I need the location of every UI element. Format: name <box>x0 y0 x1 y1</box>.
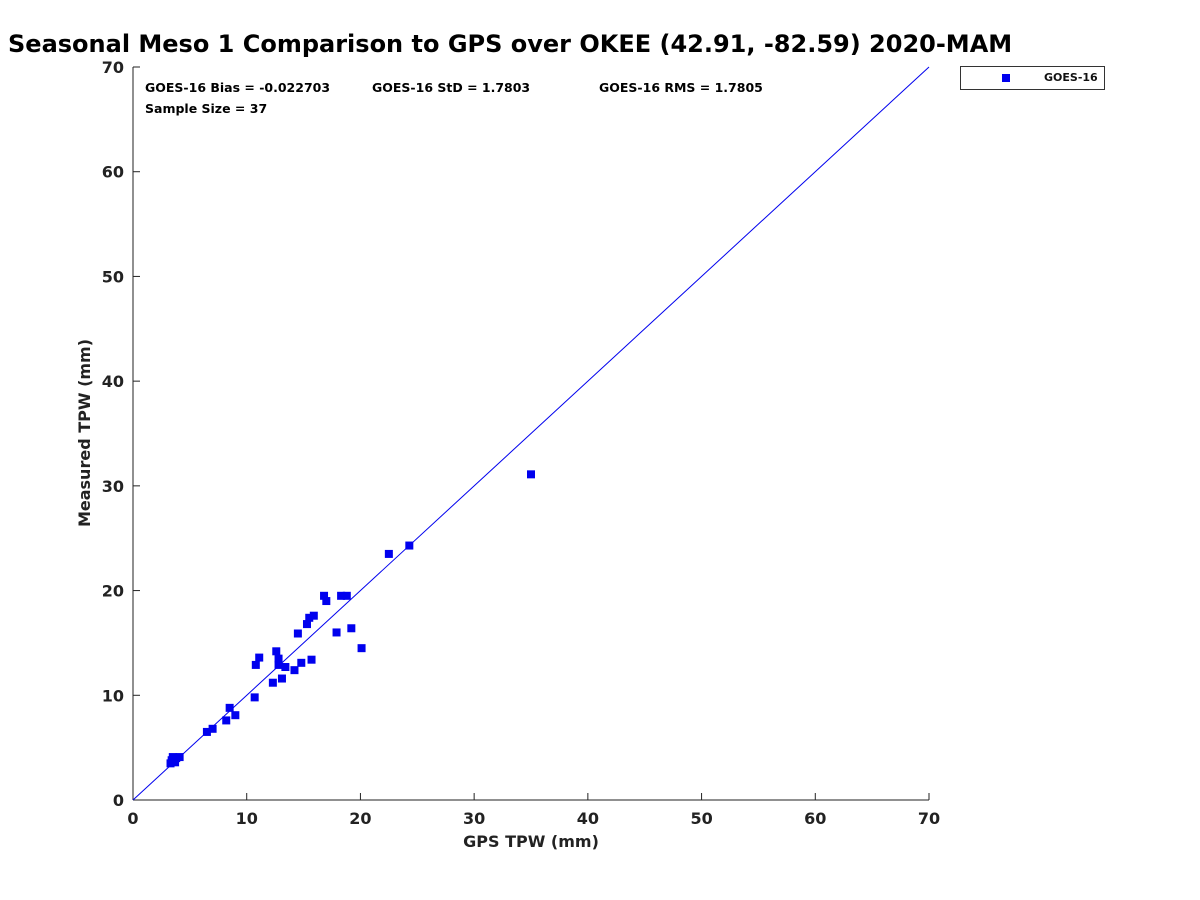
data-point <box>337 591 346 600</box>
y-axis-label: Measured TPW (mm) <box>75 339 94 527</box>
data-point <box>281 663 290 672</box>
y-tick-label: 0 <box>113 791 124 810</box>
data-point <box>202 727 211 736</box>
data-point <box>405 541 414 550</box>
data-point <box>342 591 351 600</box>
x-tick-label: 10 <box>236 809 258 828</box>
data-point <box>527 470 535 479</box>
rms-stat: GOES-16 RMS = 1.7805 <box>599 80 763 95</box>
axes: 0 10 20 30 40 50 60 70 0 10 20 30 40 50 60 70 <box>102 58 940 828</box>
data-point <box>274 660 283 669</box>
data-point <box>171 758 180 767</box>
y-tick-label: 20 <box>102 582 124 601</box>
data-point <box>357 644 366 653</box>
data-point <box>309 611 318 620</box>
x-tick-label: 70 <box>918 809 940 828</box>
data-point <box>225 703 234 712</box>
data-point <box>305 613 314 622</box>
x-tick-label: 40 <box>577 809 599 828</box>
data-points <box>166 470 535 768</box>
data-point <box>274 654 283 663</box>
std-stat: GOES-16 StD = 1.7803 <box>372 80 531 95</box>
data-point <box>272 647 281 656</box>
y-tick-label: 40 <box>102 372 124 391</box>
data-point <box>175 753 184 762</box>
data-point <box>347 624 356 633</box>
data-point <box>307 655 316 664</box>
legend-label: GOES-16 <box>1044 71 1098 84</box>
y-tick-label: 10 <box>102 686 124 705</box>
x-tick-label: 50 <box>690 809 712 828</box>
data-point <box>320 591 329 600</box>
bias-stat: GOES-16 Bias = -0.022703 <box>145 80 331 95</box>
chart-title: Seasonal Meso 1 Comparison to GPS over O… <box>8 30 1013 58</box>
data-point <box>302 620 311 629</box>
y-tick-label: 70 <box>102 58 124 77</box>
reference-line-group <box>132 66 930 801</box>
data-point <box>290 666 299 675</box>
x-tick-label: 30 <box>463 809 485 828</box>
data-point <box>332 628 341 637</box>
x-tick-label: 20 <box>349 809 371 828</box>
data-point <box>322 597 331 606</box>
sample-size-stat: Sample Size = 37 <box>145 101 268 116</box>
data-point <box>297 658 306 667</box>
data-point <box>255 653 264 662</box>
data-point <box>384 549 393 558</box>
y-tick-label: 60 <box>102 163 124 182</box>
data-point <box>250 693 259 702</box>
x-axis-label: GPS TPW (mm) <box>463 832 599 851</box>
y-tick-label: 50 <box>102 267 124 286</box>
data-point <box>166 759 175 768</box>
data-point <box>293 629 302 638</box>
x-tick-label: 0 <box>127 809 138 828</box>
legend-marker-icon <box>1002 74 1010 82</box>
legend: GOES-16 <box>960 66 1105 90</box>
data-point <box>231 711 240 720</box>
data-point <box>268 678 277 687</box>
data-point <box>277 674 286 683</box>
y-tick-label: 30 <box>102 477 124 496</box>
data-point <box>222 716 231 725</box>
data-point <box>251 660 260 669</box>
x-tick-label: 60 <box>804 809 826 828</box>
data-point <box>208 724 217 733</box>
one-to-one-line <box>132 66 930 801</box>
